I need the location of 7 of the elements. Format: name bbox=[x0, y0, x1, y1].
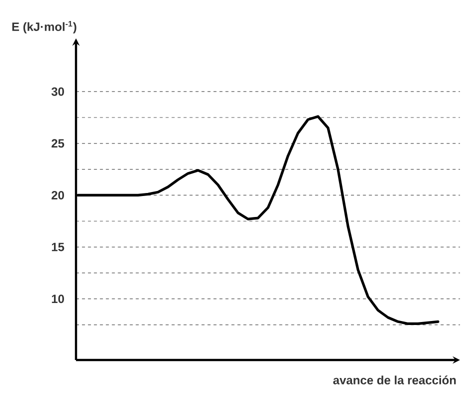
y-tick-label: 15 bbox=[52, 242, 64, 252]
y-tick-label: 25 bbox=[52, 139, 64, 148]
y-axis-title: E (kJ·mol$^{-1}$) bbox=[12, 21, 76, 34]
y-tick-label: 10 bbox=[52, 294, 64, 304]
x-axis-title: avance de la reacción bbox=[333, 376, 456, 384]
y-tick-label: 20 bbox=[52, 190, 64, 200]
y-tick-label: 30 bbox=[51, 87, 64, 96]
